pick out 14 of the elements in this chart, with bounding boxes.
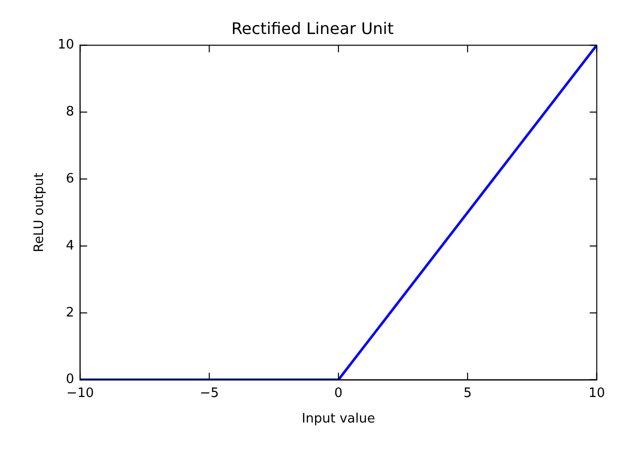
y-tick-label: 10: [58, 38, 74, 53]
x-tick-label: −5: [200, 386, 219, 401]
y-tick-label: 4: [66, 238, 74, 254]
chart-title: Rectified Linear Unit: [231, 18, 394, 38]
y-tick-label: 8: [66, 104, 74, 120]
x-tick-label: 0: [334, 386, 343, 401]
x-tick-label: 10: [588, 386, 605, 401]
x-tick-label: −10: [66, 386, 94, 401]
y-tick-label: 0: [66, 372, 74, 388]
x-axis-title: Input value: [302, 412, 376, 427]
y-tick-label: 6: [66, 171, 74, 186]
x-tick-label: 5: [463, 386, 472, 401]
y-tick-label: 2: [66, 305, 74, 320]
y-axis-title: ReLU output: [32, 172, 48, 252]
